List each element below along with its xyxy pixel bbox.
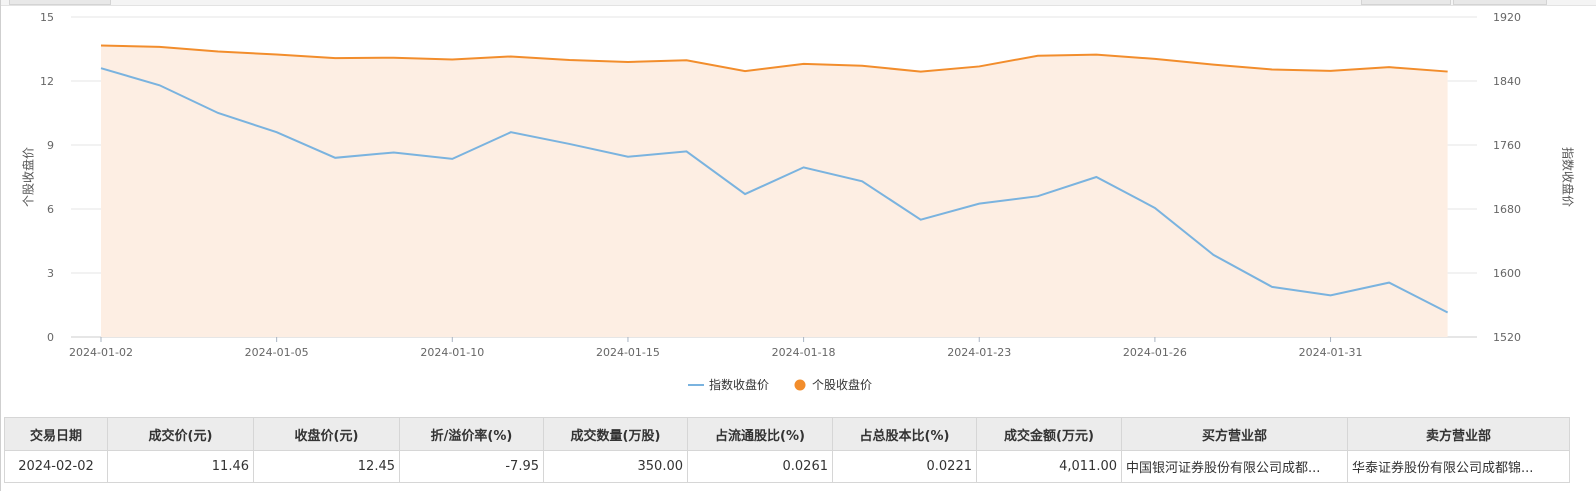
cell-buyer[interactable]: 中国银河证券股份有限公司成都... (1121, 450, 1348, 483)
col-header-trade-price[interactable]: 成交价(元) (107, 417, 254, 451)
index-close-line (100, 44, 1448, 73)
cell-seller[interactable]: 华泰证券股份有限公司成都锦... (1347, 450, 1570, 483)
cell-close-price: 12.45 (253, 450, 400, 483)
cell-trade-date: 2024-02-02 (4, 450, 108, 483)
price-comparison-chart: 2024-01-02 2024-01-05 2024-01-10 2024-01-15… (21, 11, 1576, 392)
y-axis-right: 1520 1600 1680 1760 1840 1920 (1493, 11, 1521, 344)
y-tick-label-left: 6 (47, 203, 54, 216)
top-tab-left[interactable] (9, 0, 111, 5)
y-tick-label-left: 12 (40, 75, 54, 88)
y-axis-left: 0 3 6 9 12 15 (40, 11, 54, 344)
cell-volume: 350.00 (543, 450, 688, 483)
col-header-amount[interactable]: 成交金额(万元) (976, 417, 1122, 451)
col-header-float-ratio[interactable]: 占流通股比(%) (687, 417, 833, 451)
y-tick-label-left: 0 (47, 331, 54, 344)
series-lines (100, 44, 1449, 314)
area-fill (101, 45, 1448, 337)
y-tick-label-left: 9 (47, 139, 54, 152)
legend-item-index[interactable]: 指数收盘价 (688, 377, 769, 392)
stock-close-line (100, 67, 1449, 314)
x-tick-label: 2024-01-31 (1299, 346, 1363, 359)
col-header-volume[interactable]: 成交数量(万股) (543, 417, 688, 451)
block-trade-table-wrap: 交易日期 成交价(元) 收盘价(元) 折/溢价率(%) 成交数量(万股) 占流通… (4, 417, 1596, 483)
table-header-row: 交易日期 成交价(元) 收盘价(元) 折/溢价率(%) 成交数量(万股) 占流通… (4, 417, 1570, 451)
col-header-seller[interactable]: 卖方营业部 (1347, 417, 1570, 451)
col-header-premium-rate[interactable]: 折/溢价率(%) (399, 417, 544, 451)
y-tick-label-right: 1760 (1493, 139, 1521, 152)
legend-label-index: 指数收盘价 (709, 377, 769, 392)
x-tick-label: 2024-01-15 (596, 346, 660, 359)
legend: 指数收盘价 个股收盘价 (688, 377, 872, 392)
y-tick-label-right: 1520 (1493, 331, 1521, 344)
x-tick-label: 2024-01-26 (1123, 346, 1187, 359)
cell-trade-price: 11.46 (107, 450, 254, 483)
block-trade-table: 交易日期 成交价(元) 收盘价(元) 折/溢价率(%) 成交数量(万股) 占流通… (4, 417, 1570, 483)
y-tick-label-right: 1840 (1493, 75, 1521, 88)
col-header-trade-date[interactable]: 交易日期 (4, 417, 108, 451)
table-row[interactable]: 2024-02-02 11.46 12.45 -7.95 350.00 0.02… (4, 450, 1570, 483)
top-toolbar-strip (1, 0, 1596, 6)
x-tick-label: 2024-01-10 (420, 346, 484, 359)
y-tick-label-right: 1600 (1493, 267, 1521, 280)
top-tab-right-1[interactable] (1361, 0, 1451, 5)
cell-premium-rate: -7.95 (399, 450, 544, 483)
x-tick-label: 2024-01-23 (947, 346, 1011, 359)
y-tick-label-right: 1920 (1493, 11, 1521, 24)
col-header-total-ratio[interactable]: 占总股本比(%) (832, 417, 977, 451)
legend-label-stock: 个股收盘价 (812, 377, 872, 392)
cell-total-ratio: 0.0221 (832, 450, 977, 483)
x-axis: 2024-01-02 2024-01-05 2024-01-10 2024-01-15… (69, 337, 1363, 359)
col-header-close-price[interactable]: 收盘价(元) (253, 417, 400, 451)
legend-item-stock[interactable]: 个股收盘价 (794, 377, 873, 392)
stock-area-fill (101, 45, 1448, 337)
x-tick-label: 2024-01-18 (772, 346, 836, 359)
x-tick-label: 2024-01-05 (245, 346, 309, 359)
y-tick-label-left: 15 (40, 11, 54, 24)
y-tick-label-left: 3 (47, 267, 54, 280)
top-tab-right-2[interactable] (1453, 0, 1547, 5)
x-tick-label: 2024-01-02 (69, 346, 133, 359)
y-tick-label-right: 1680 (1493, 203, 1521, 216)
y-axis-left-title: 个股收盘价 (21, 147, 36, 207)
legend-dot-symbol (794, 379, 806, 391)
cell-float-ratio: 0.0261 (687, 450, 833, 483)
col-header-buyer[interactable]: 买方营业部 (1121, 417, 1348, 451)
y-axis-right-title: 指数收盘价 (1561, 147, 1576, 207)
cell-amount: 4,011.00 (976, 450, 1122, 483)
